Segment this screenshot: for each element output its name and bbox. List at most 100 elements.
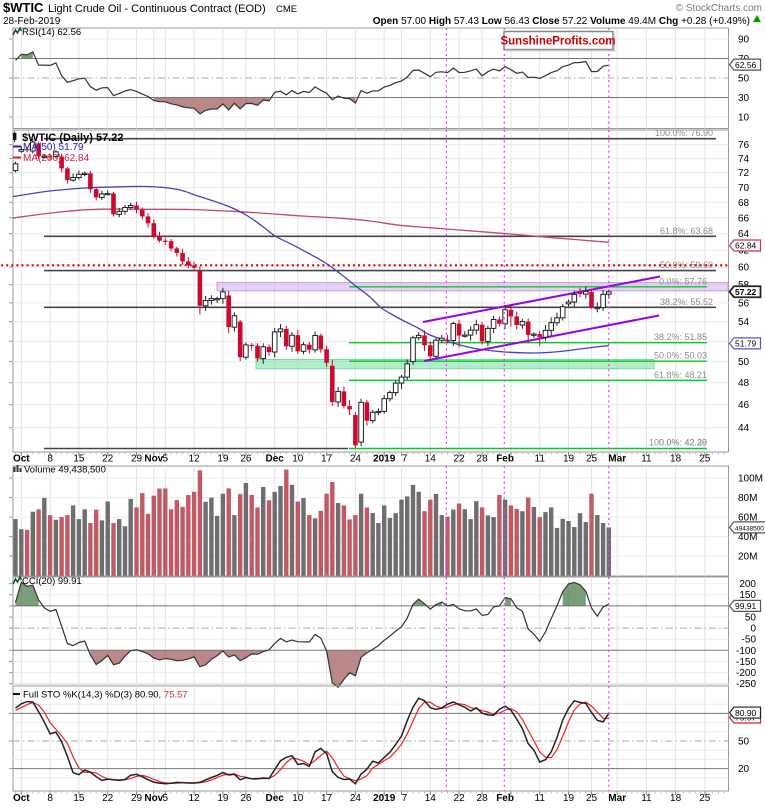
svg-text:60: 60 — [738, 263, 750, 274]
svg-text:Dec: Dec — [266, 454, 285, 465]
svg-text:-100: -100 — [736, 646, 756, 657]
svg-text:RSI(14) 62.56: RSI(14) 62.56 — [22, 27, 81, 38]
svg-text:25: 25 — [699, 454, 711, 465]
svg-text:29: 29 — [131, 454, 143, 465]
svg-text:80M: 80M — [738, 493, 757, 504]
svg-text:Dec: Dec — [266, 793, 285, 804]
svg-text:74: 74 — [738, 154, 750, 165]
svg-text:8: 8 — [47, 454, 53, 465]
svg-text:50: 50 — [745, 613, 757, 624]
svg-text:20: 20 — [738, 764, 750, 775]
svg-text:Feb: Feb — [496, 454, 514, 465]
svg-text:100.0%: 42.29: 100.0%: 42.29 — [649, 438, 707, 448]
svg-text:$WTIC: $WTIC — [3, 0, 44, 15]
svg-text:MA(200) 62.84: MA(200) 62.84 — [23, 153, 90, 164]
svg-text:11: 11 — [535, 793, 546, 804]
svg-text:80.90: 80.90 — [735, 708, 757, 718]
svg-text:28-Feb-2019: 28-Feb-2019 — [3, 16, 61, 27]
svg-text:14: 14 — [425, 793, 437, 804]
svg-text:© StockCharts.com: © StockCharts.com — [676, 3, 762, 14]
svg-text:10: 10 — [292, 454, 304, 465]
svg-text:11: 11 — [641, 793, 652, 804]
svg-text:17: 17 — [321, 454, 333, 465]
svg-text:100M: 100M — [738, 474, 763, 485]
svg-text:20M: 20M — [738, 552, 757, 563]
svg-text:26: 26 — [240, 793, 252, 804]
svg-text:68: 68 — [738, 198, 750, 209]
svg-text:56: 56 — [738, 298, 750, 309]
svg-text:100.0%: 76.90: 100.0%: 76.90 — [655, 128, 713, 138]
svg-text:48: 48 — [738, 378, 750, 389]
svg-text:8: 8 — [47, 793, 53, 804]
svg-text:Light Crude Oil - Continuous C: Light Crude Oil - Continuous Contract (E… — [48, 3, 266, 15]
svg-text:40M: 40M — [738, 532, 757, 543]
svg-text:24: 24 — [350, 454, 362, 465]
svg-text:38.2%: 51.85: 38.2%: 51.85 — [654, 332, 707, 342]
svg-text:11: 11 — [535, 454, 546, 465]
svg-text:15: 15 — [73, 793, 85, 804]
svg-text:-250: -250 — [736, 679, 756, 690]
svg-text:-200: -200 — [736, 668, 756, 679]
svg-text:51.79: 51.79 — [735, 339, 757, 349]
svg-text:19: 19 — [563, 454, 575, 465]
svg-text:Volume 49,438,500: Volume 49,438,500 — [24, 465, 106, 476]
svg-text:Open 57.00 High 57.43 Low 56.4: Open 57.00 High 57.43 Low 56.43 Close 57… — [373, 16, 750, 27]
svg-text:7: 7 — [402, 454, 408, 465]
svg-text:19: 19 — [217, 454, 229, 465]
svg-text:Mar: Mar — [608, 793, 626, 804]
svg-text:10: 10 — [292, 793, 304, 804]
svg-text:61.8%: 48.21: 61.8%: 48.21 — [654, 370, 707, 380]
svg-text:44: 44 — [738, 423, 750, 434]
svg-text:0: 0 — [750, 624, 756, 635]
svg-text:62.56: 62.56 — [735, 60, 757, 70]
svg-text:38.2%: 55.52: 38.2%: 55.52 — [660, 297, 713, 307]
svg-text:50: 50 — [738, 74, 750, 85]
svg-text:26: 26 — [240, 454, 252, 465]
svg-text:60M: 60M — [738, 513, 757, 524]
svg-text:25: 25 — [586, 793, 598, 804]
svg-text:5: 5 — [163, 793, 169, 804]
svg-text:-50: -50 — [742, 635, 757, 646]
svg-text:61.8%: 63.68: 61.8%: 63.68 — [660, 226, 713, 236]
svg-text:57.22: 57.22 — [735, 287, 757, 297]
svg-text:46: 46 — [738, 400, 750, 411]
svg-text:2019: 2019 — [373, 454, 396, 465]
svg-text:Oct: Oct — [13, 454, 30, 465]
svg-text:22: 22 — [454, 793, 466, 804]
svg-text:$WTIC (Daily) 57.22: $WTIC (Daily) 57.22 — [22, 132, 123, 144]
svg-text:28: 28 — [477, 454, 489, 465]
svg-text:-150: -150 — [736, 657, 756, 668]
svg-text:10: 10 — [738, 113, 750, 124]
svg-text:18: 18 — [670, 454, 682, 465]
svg-text:0.0%: 57.76: 0.0%: 57.76 — [659, 276, 707, 286]
svg-text:54: 54 — [738, 317, 750, 328]
svg-text:64: 64 — [738, 229, 750, 240]
svg-text:200: 200 — [739, 579, 756, 590]
svg-text:Nov: Nov — [144, 454, 163, 465]
svg-text:99.91: 99.91 — [735, 601, 757, 611]
svg-text:22: 22 — [102, 793, 114, 804]
svg-text:25: 25 — [586, 454, 598, 465]
svg-text:Mar: Mar — [608, 454, 626, 465]
svg-text:MA(50) 51.79: MA(50) 51.79 — [23, 142, 84, 153]
svg-text:17: 17 — [321, 793, 333, 804]
svg-text:Feb: Feb — [496, 793, 514, 804]
svg-text:22: 22 — [454, 454, 466, 465]
svg-text:72: 72 — [738, 168, 750, 179]
svg-text:Oct: Oct — [13, 793, 30, 804]
svg-text:15: 15 — [73, 454, 85, 465]
svg-text:SunshineProfits.com: SunshineProfits.com — [500, 36, 615, 48]
svg-text:50: 50 — [738, 357, 750, 368]
svg-text:19: 19 — [563, 793, 575, 804]
svg-text:7: 7 — [402, 793, 408, 804]
svg-text:2019: 2019 — [373, 793, 396, 804]
svg-text:49438500: 49438500 — [735, 526, 764, 533]
svg-text:12: 12 — [189, 793, 201, 804]
svg-text:Nov: Nov — [144, 793, 163, 804]
svg-text:0.0%: 42.30: 0.0%: 42.30 — [659, 438, 707, 448]
svg-text:76: 76 — [738, 140, 750, 151]
svg-text:62.84: 62.84 — [735, 241, 757, 251]
svg-text:22: 22 — [102, 454, 114, 465]
svg-text:50.0%: 50.03: 50.0%: 50.03 — [654, 351, 707, 361]
svg-text:CME: CME — [276, 4, 297, 15]
